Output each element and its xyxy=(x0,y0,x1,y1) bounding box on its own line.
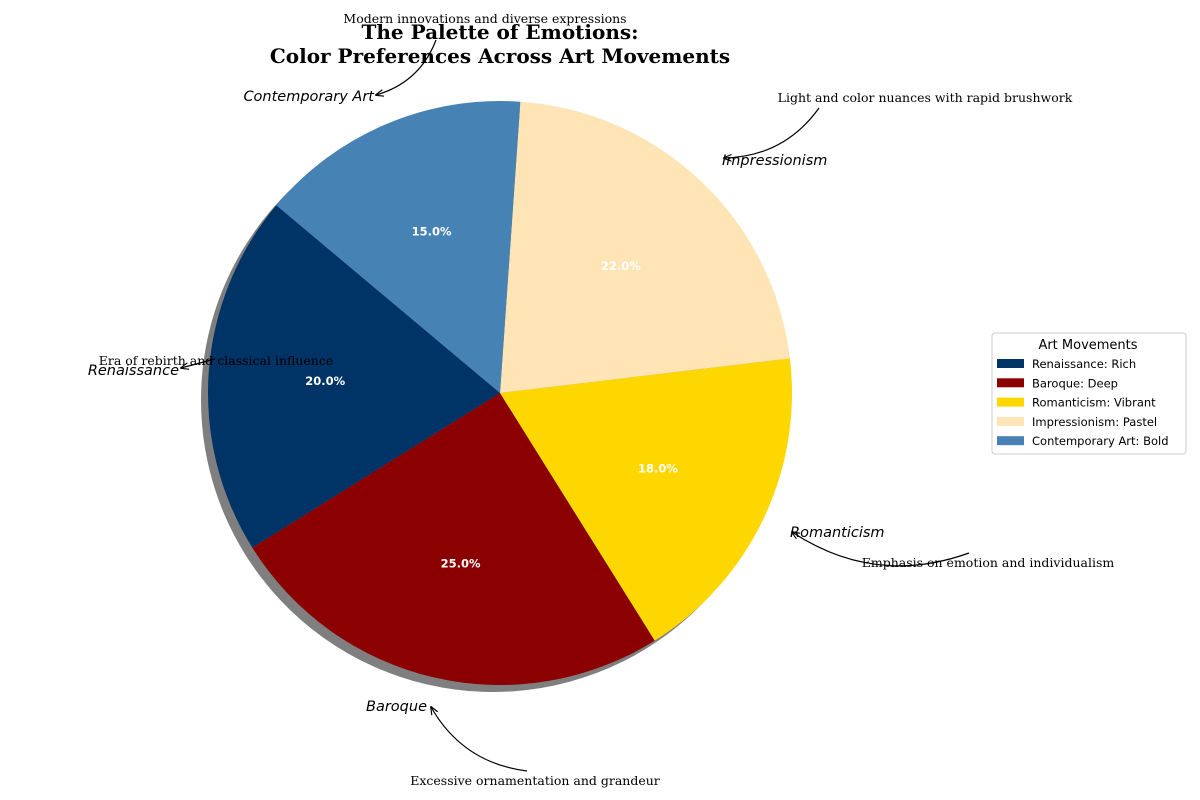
annotation-arrow-contemporary-art xyxy=(376,39,437,95)
legend-swatch-renaissance xyxy=(997,359,1024,368)
legend-entries: Renaissance: Rich Baroque: Deep Romanticis… xyxy=(997,357,1169,448)
segment-labels: Renaissance Baroque Romanticism Impressioni… xyxy=(88,89,885,715)
percent-label-renaissance: 20.0% xyxy=(305,374,345,388)
percent-label-contemporary-art: 15.0% xyxy=(412,225,452,239)
annotation-baroque: Excessive ornamentation and grandeur xyxy=(410,773,660,788)
chart-title-line2: Color Preferences Across Art Movements xyxy=(270,44,730,68)
pie-slice-baroque xyxy=(252,393,655,685)
annotation-impressionism: Light and color nuances with rapid brush… xyxy=(778,90,1073,105)
segment-label-impressionism: Impressionism xyxy=(722,153,827,169)
annotation-arrow-impressionism xyxy=(724,107,820,158)
segment-label-romanticism: Romanticism xyxy=(790,525,885,541)
segment-label-renaissance: Renaissance xyxy=(88,363,179,379)
pie-slice-impressionism xyxy=(500,101,790,393)
pie-slice-romanticism xyxy=(500,358,792,641)
legend: Art Movements Renaissance: Rich Baroque: … xyxy=(991,332,1187,455)
annotation-renaissance: Era of rebirth and classical influence xyxy=(99,353,334,368)
annotation-contemporary-art: Modern innovations and diverse expressio… xyxy=(343,11,626,26)
legend-swatch-impressionism xyxy=(997,416,1024,426)
legend-title: Art Movements xyxy=(1038,338,1137,353)
legend-swatch-baroque xyxy=(997,378,1024,388)
legend-entry-renaissance: Renaissance: Rich xyxy=(1032,357,1136,371)
legend-swatch-romanticism xyxy=(997,397,1024,407)
percent-labels: 20.0% 25.0% 18.0% 22.0% 15.0% xyxy=(305,225,678,571)
annotation-arrow-romanticism xyxy=(792,532,970,567)
annotation-arrow-renaissance xyxy=(181,358,216,368)
pie-slices xyxy=(207,101,792,685)
segment-label-contemporary-art: Contemporary Art xyxy=(243,89,375,105)
legend-entry-contemporary-art: Contemporary Art: Bold xyxy=(1032,434,1169,448)
percent-label-romanticism: 18.0% xyxy=(638,462,678,476)
annotation-arrow-baroque xyxy=(431,707,528,772)
annotations: Era of rebirth and classical influence Ex… xyxy=(99,11,1115,788)
percent-label-baroque: 25.0% xyxy=(441,557,481,571)
legend-entry-baroque: Baroque: Deep xyxy=(1032,376,1118,390)
legend-swatch-contemporary-art xyxy=(997,436,1024,446)
legend-entry-romanticism: Romanticism: Vibrant xyxy=(1032,396,1156,410)
legend-frame xyxy=(991,332,1187,455)
pie-slice-renaissance xyxy=(207,205,500,548)
legend-entry-impressionism: Impressionism: Pastel xyxy=(1032,415,1157,429)
segment-label-baroque: Baroque xyxy=(366,699,427,715)
percent-label-impressionism: 22.0% xyxy=(601,259,641,273)
annotation-romanticism: Emphasis on emotion and individualism xyxy=(862,555,1115,570)
chart-title-line1: The Palette of Emotions: xyxy=(361,20,638,44)
pie-slice-contemporary-art xyxy=(276,101,521,393)
